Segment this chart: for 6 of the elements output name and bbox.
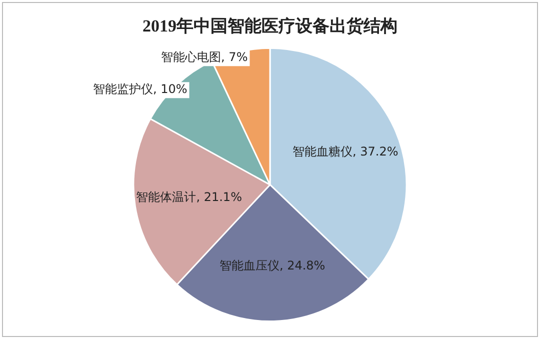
slice-label: 智能血糖仪, 37.2% (292, 144, 398, 159)
chart-title: 2019年中国智能医疗设备出货结构 (142, 16, 398, 36)
slice-label: 智能血压仪, 24.8% (219, 258, 326, 273)
slice-label: 智能监护仪, 10% (92, 82, 188, 96)
slice-label: 智能心电图, 7% (161, 50, 248, 64)
slice-label: 智能体温计, 21.1% (136, 190, 242, 204)
